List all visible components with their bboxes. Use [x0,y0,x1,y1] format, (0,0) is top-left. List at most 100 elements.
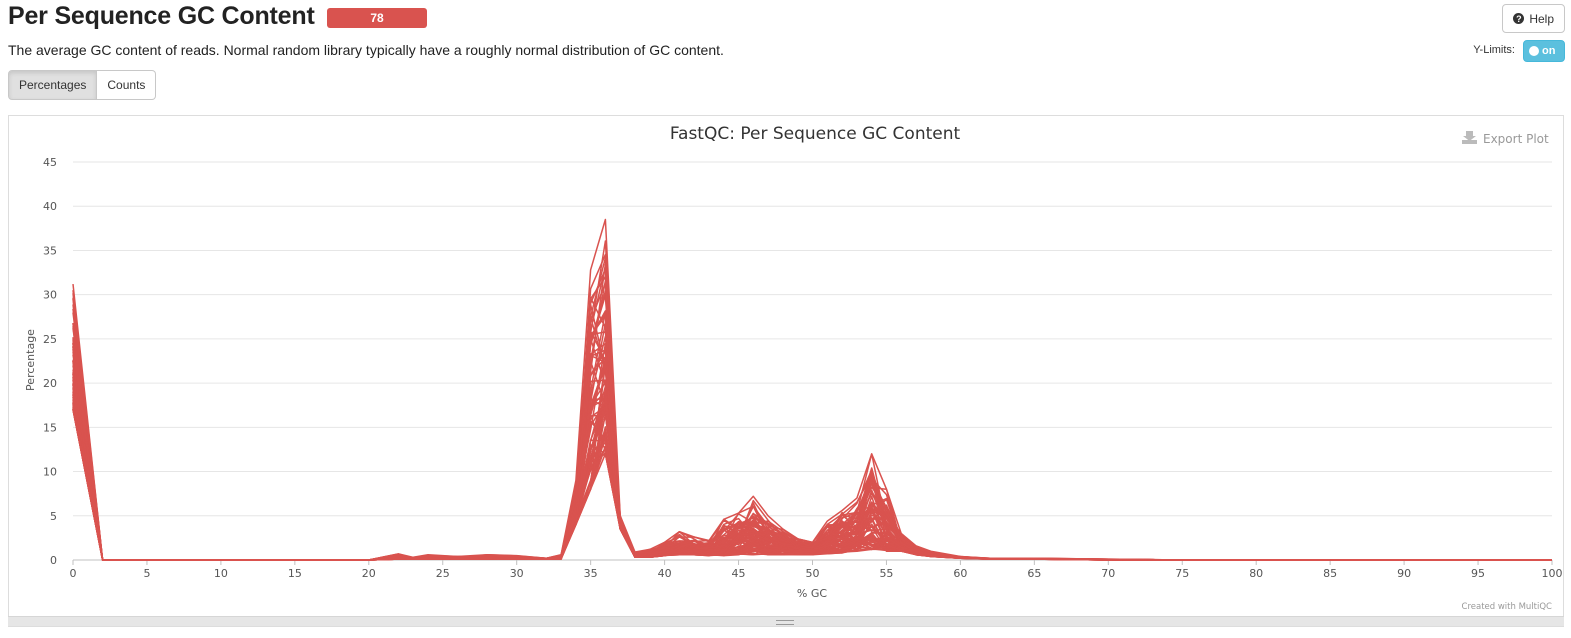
series-line[interactable] [72,401,1552,561]
series-line[interactable] [72,257,1552,561]
series-line[interactable] [72,388,1552,561]
x-tick-label: 70 [1101,567,1115,580]
series-line[interactable] [72,282,1552,561]
series-line[interactable] [72,297,1552,561]
series-line[interactable] [72,407,1552,561]
help-button-label: Help [1529,11,1554,26]
series-line[interactable] [72,406,1552,561]
series-line[interactable] [72,326,1552,561]
series-line[interactable] [72,409,1552,561]
series-line[interactable] [72,343,1552,561]
series-line[interactable] [72,394,1552,561]
download-icon [1462,131,1477,144]
status-badge[interactable]: 78 [327,8,427,28]
plot-resize-handle[interactable] [8,616,1564,626]
series-line[interactable] [72,379,1552,561]
series-line[interactable] [72,376,1552,561]
series-line[interactable] [72,401,1552,561]
series-line[interactable] [72,268,1552,561]
series-line[interactable] [72,218,1552,561]
series-line[interactable] [72,363,1552,561]
series-line[interactable] [72,399,1552,561]
x-tick-label: 25 [436,567,450,580]
series-line[interactable] [72,363,1552,561]
series-line[interactable] [72,240,1552,561]
series-line[interactable] [72,391,1552,561]
ylimits-label: Y-Limits: [1473,44,1515,56]
x-tick-label: 85 [1323,567,1337,580]
help-button[interactable]: ? Help [1502,4,1565,33]
series-line[interactable] [72,349,1552,561]
series-line[interactable] [72,396,1552,561]
x-tick-label: 5 [143,567,150,580]
x-tick-label: 40 [658,567,672,580]
series-line[interactable] [72,276,1552,561]
series-line[interactable] [72,315,1552,561]
series-line[interactable] [72,330,1552,561]
data-view-tabs: Percentages Counts [8,70,157,100]
series-line[interactable] [72,331,1552,561]
x-tick-label: 50 [806,567,820,580]
series-line[interactable] [72,311,1552,561]
series-line[interactable] [72,360,1552,561]
toggle-knob-icon [1529,46,1539,56]
series-line[interactable] [72,409,1552,561]
tab-percentages[interactable]: Percentages [8,70,98,100]
series-line[interactable] [72,345,1552,561]
series-line[interactable] [72,316,1552,561]
y-tick-label: 25 [43,333,57,346]
series-line[interactable] [72,396,1552,561]
series-line[interactable] [72,373,1552,561]
series-line[interactable] [72,292,1552,561]
series-line[interactable] [72,361,1552,561]
series-line[interactable] [72,322,1552,561]
series-line[interactable] [72,354,1552,561]
series-line[interactable] [72,280,1552,561]
gridlines [73,161,1552,561]
series-line[interactable] [72,399,1552,561]
tab-counts[interactable]: Counts [97,70,157,100]
series-line[interactable] [72,373,1552,561]
series-line[interactable] [72,379,1552,561]
series-line[interactable] [72,408,1552,561]
series-line[interactable] [72,303,1552,561]
series-line[interactable] [72,393,1552,561]
grip-icon [776,620,794,625]
y-tick-label: 35 [43,244,57,257]
series-line[interactable] [72,337,1552,561]
series-line[interactable] [72,312,1552,561]
series-line[interactable] [72,360,1552,561]
series-line[interactable] [72,338,1552,561]
x-tick-label: 20 [362,567,376,580]
series-line[interactable] [72,398,1552,561]
series-line[interactable] [72,253,1552,561]
series-lines [72,218,1552,561]
series-line[interactable] [72,409,1552,561]
x-tick-label: 90 [1397,567,1411,580]
series-line[interactable] [72,360,1552,561]
ylimits-toggle[interactable]: on [1523,40,1565,62]
series-line[interactable] [72,408,1552,561]
x-tick-label: 95 [1471,567,1485,580]
series-line[interactable] [72,342,1552,561]
series-line[interactable] [72,340,1552,561]
series-line[interactable] [72,338,1552,561]
series-line[interactable] [72,290,1552,561]
x-tick-label: 60 [953,567,967,580]
series-line[interactable] [72,310,1552,561]
series-line[interactable] [72,372,1552,561]
export-plot-button[interactable]: Export Plot [1462,131,1549,146]
series-line[interactable] [72,409,1552,561]
series-line[interactable] [72,293,1552,561]
series-line[interactable] [72,402,1552,561]
series-line[interactable] [72,393,1552,561]
x-tick-label: 0 [70,567,77,580]
series-line[interactable] [72,349,1552,561]
series-line[interactable] [72,390,1552,561]
series-line[interactable] [72,322,1552,561]
credit-label: Created with MultiQC [1462,602,1553,612]
series-line[interactable] [72,401,1552,561]
x-tick-label: 30 [510,567,524,580]
series-line[interactable] [72,335,1552,561]
series-line[interactable] [72,394,1552,561]
